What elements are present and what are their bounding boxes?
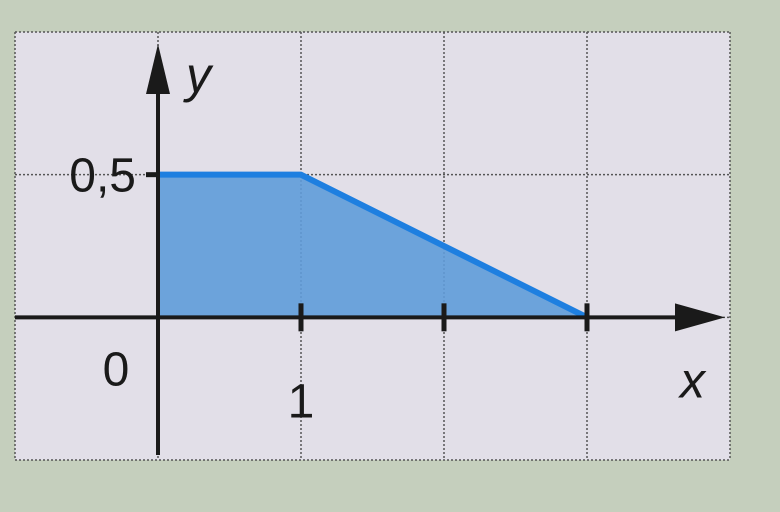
x-ticks bbox=[146, 172, 590, 332]
y-axis-arrow-icon bbox=[146, 44, 170, 94]
x-tick-label: 1 bbox=[288, 375, 315, 428]
x-axis-arrow-icon bbox=[675, 303, 725, 332]
filled-area bbox=[158, 174, 587, 318]
x-axis-label: x bbox=[678, 352, 707, 408]
y-tick-label: 0,5 bbox=[69, 150, 136, 203]
origin-label: 0 bbox=[103, 343, 130, 396]
function-line bbox=[158, 171, 589, 321]
y-axis-label: y bbox=[183, 47, 214, 103]
